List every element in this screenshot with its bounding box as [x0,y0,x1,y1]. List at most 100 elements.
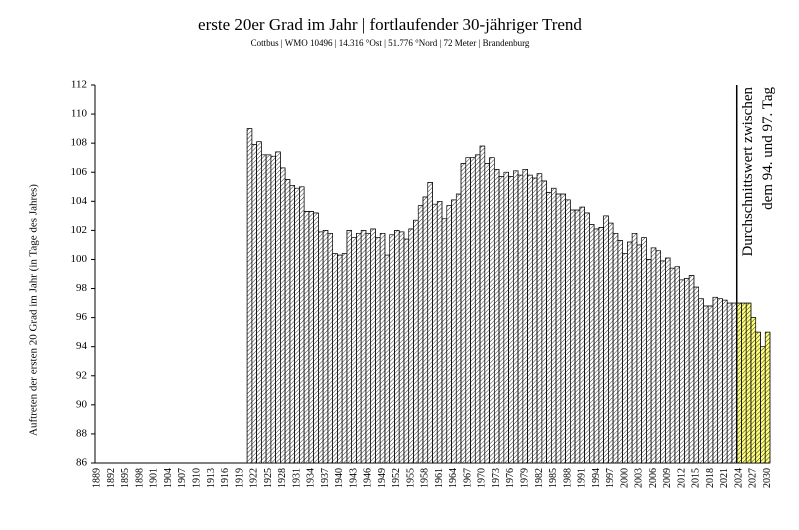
x-tick-label: 1949 [377,468,388,488]
bar-hatch [541,180,547,464]
bar-hatch [688,275,695,464]
x-tick-label: 1889 [92,468,103,488]
bar-hatch [513,170,519,464]
bar-hatch [351,237,357,464]
bar-hatch [551,187,557,464]
x-tick-label: 1973 [491,468,502,488]
y-tick-label: 106 [71,166,88,178]
y-tick-label: 110 [71,108,88,120]
bar-hatch [722,299,728,464]
x-tick-label: 1904 [163,468,174,488]
chart-title: erste 20er Grad im Jahr | fortlaufender … [198,15,582,34]
bar-hatch [532,177,538,464]
bar-hatch [379,232,386,464]
bar-hatch [589,224,595,464]
bar-hatch [617,240,623,464]
bar-hatch [579,206,585,464]
bar-hatch [641,237,647,464]
x-tick-label: 2027 [748,468,759,488]
x-tick-label: 2021 [719,468,730,488]
x-tick-label: 2018 [705,468,716,488]
x-tick-label: 1895 [120,468,131,488]
x-tick-label: 1892 [106,468,117,488]
bar-hatch [256,141,262,464]
bar-hatch [284,179,291,464]
bar-hatch [755,331,761,464]
x-tick-label: 1901 [149,468,160,488]
x-tick-label: 1919 [234,468,245,488]
x-tick-label: 2003 [634,468,645,488]
y-tick-label: 94 [76,340,88,352]
bar-hatch [299,186,305,464]
bar-hatch [384,254,391,464]
x-tick-label: 1913 [206,468,217,488]
bar-hatch [584,212,590,464]
x-tick-label: 1925 [263,468,274,488]
x-tick-label: 1958 [420,468,431,488]
bar-hatch [498,176,505,464]
bar-hatch [436,201,443,464]
x-tick-label: 2006 [648,468,659,488]
y-tick-label: 96 [76,311,88,323]
bar-hatch [427,182,433,464]
bar-hatch [712,296,719,464]
y-tick-label: 104 [71,195,88,207]
x-tick-label: 1934 [306,468,317,488]
bar-hatch [522,169,528,464]
bar-hatch [598,227,604,464]
bar-hatch [422,196,429,464]
bar-hatch [370,228,376,464]
bar-hatch [479,145,486,464]
bar-hatch [679,279,685,464]
x-tick-label: 2012 [676,468,687,488]
bar-hatch [636,244,642,464]
bar-hatch [337,254,343,464]
x-tick-label: 1937 [320,468,331,488]
bar-hatch [280,167,286,464]
x-tick-label: 1982 [534,468,545,488]
bar-hatch [246,128,253,464]
bar-hatch [536,173,543,464]
x-tick-label: 1928 [277,468,288,488]
bar-hatch [707,305,714,464]
bar-hatch [408,228,414,464]
y-tick-label: 88 [76,427,88,439]
bar-hatch [741,302,747,464]
y-tick-label: 108 [71,137,88,149]
bar-hatch [322,230,329,464]
bar-hatch [631,232,638,464]
x-tick-label: 1898 [134,468,145,488]
x-tick-label: 1940 [334,468,345,488]
y-tick-label: 86 [76,457,88,469]
x-tick-label: 1931 [291,468,302,488]
bar-hatch [693,286,699,464]
bar-hatch [446,205,452,464]
x-tick-label: 2009 [662,468,673,488]
y-tick-label: 102 [71,224,88,236]
bar-hatch [270,155,276,464]
bar-hatch [565,199,571,464]
bar-hatch [474,154,481,464]
bar-hatch [560,193,566,464]
bar-hatch [346,230,352,464]
bar-hatch [503,171,509,464]
bar-hatch [669,267,676,464]
bar-hatch [332,253,338,464]
x-tick-label: 1961 [434,468,445,488]
x-tick-label: 1922 [249,468,260,488]
bar-hatch [717,298,723,464]
x-tick-label: 2015 [691,468,702,488]
bar-hatch [650,247,657,464]
bar-hatch [750,317,757,464]
x-tick-label: 1994 [591,468,602,488]
bar-hatch [627,241,633,464]
bar-hatch [294,187,300,464]
bar-hatch [517,174,524,464]
x-tick-label: 1985 [548,468,559,488]
bar-hatch [318,231,324,464]
bar-hatch [489,157,495,464]
bar-hatch [484,163,490,464]
x-tick-label: 2000 [619,468,630,488]
bar-hatch [441,218,448,464]
